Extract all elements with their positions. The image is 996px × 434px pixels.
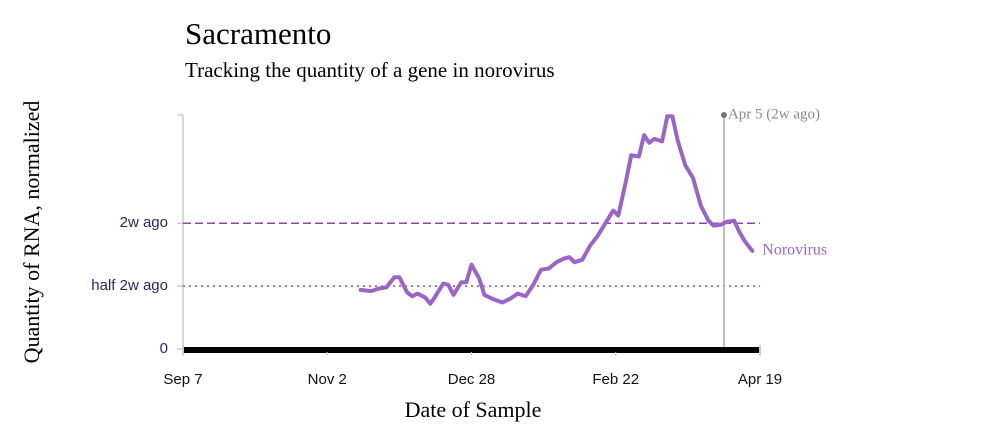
- x-tick-label: Nov 2: [308, 371, 347, 388]
- annotation-dot: [720, 112, 727, 118]
- series-line: [358, 114, 755, 306]
- x-axis-title: Date of Sample: [405, 397, 542, 422]
- y-tick-label: 2w ago: [120, 214, 168, 231]
- x-tick-label: Apr 19: [738, 371, 782, 388]
- chart-title: Sacramento: [185, 16, 331, 51]
- annotation-label: Apr 5 (2w ago): [728, 106, 820, 122]
- series-label: Norovirus: [762, 242, 827, 259]
- x-tick-label: Dec 28: [448, 371, 496, 388]
- chart-subtitle: Tracking the quantity of a gene in norov…: [185, 58, 555, 82]
- y-axis-title: Quantity of RNA, normalized: [19, 101, 44, 364]
- y-tick-label: half 2w ago: [91, 277, 168, 294]
- y-tick-label: 0: [160, 340, 168, 357]
- x-tick-label: Feb 22: [592, 371, 639, 388]
- x-tick-label: Sep 7: [163, 371, 202, 388]
